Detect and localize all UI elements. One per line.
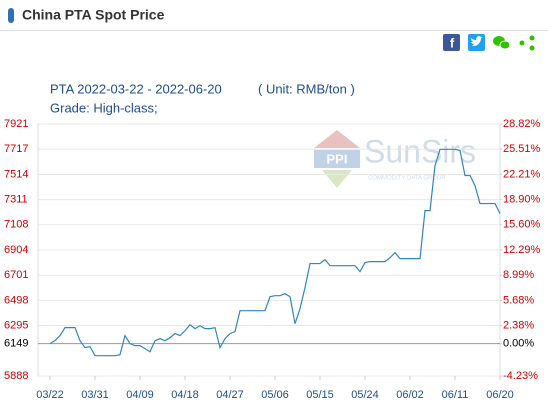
price-line — [49, 148, 501, 357]
x-tick-label: 05/15 — [306, 389, 334, 401]
y2-tick-label: 2.38% — [503, 320, 534, 332]
share-dot — [529, 35, 535, 41]
x-tick-label: 05/24 — [351, 389, 379, 401]
y2-tick-label: 12.29% — [503, 244, 541, 256]
x-tick-label: 04/27 — [216, 389, 244, 401]
wechat-bubble — [499, 40, 511, 50]
y2-tick-label: 8.99% — [503, 269, 534, 281]
y-tick-label: 5888 — [4, 370, 28, 382]
y-tick-label: 6498 — [4, 294, 28, 306]
y-tick-label: 7717 — [4, 143, 28, 155]
facebook-icon[interactable] — [443, 34, 460, 51]
chart-subtitle: Grade: High-class; — [50, 100, 158, 115]
y2-tick-label: -4.23% — [503, 370, 538, 382]
watermark-box — [314, 150, 360, 168]
y2-tick-label: 25.51% — [503, 143, 541, 155]
x-tick-label: 04/09 — [126, 389, 154, 401]
y2-tick-label: 18.90% — [503, 194, 541, 206]
watermark-brand: SunSirs — [364, 133, 476, 169]
y2-tick-label: 15.60% — [503, 219, 541, 231]
share-icons[interactable]: f — [443, 34, 537, 51]
chart-title: PTA 2022-03-22 - 2022-06-20 — [50, 81, 222, 96]
watermark-tagline: COMMODITY DATA GROUP — [368, 176, 445, 182]
y2-tick-label: 0.00% — [503, 338, 534, 350]
share-dot — [529, 45, 535, 51]
watermark-roof — [314, 130, 360, 148]
facebook-glyph: f — [450, 35, 455, 50]
y-tick-label: 6149 — [4, 338, 28, 350]
y2-tick-label: 22.21% — [503, 168, 541, 180]
y-tick-label: 7311 — [4, 194, 28, 206]
y2-tick-label: 5.68% — [503, 294, 534, 306]
x-tick-label: 04/18 — [171, 389, 199, 401]
y2-tick-label: 28.82% — [503, 118, 541, 130]
y-tick-label: 6295 — [4, 319, 28, 331]
x-tick-label: 06/11 — [442, 389, 469, 401]
x-tick-label: 06/02 — [396, 389, 424, 401]
header-icon — [8, 8, 14, 23]
x-tick-label: 03/22 — [36, 389, 64, 401]
watermark-logo: PPI — [327, 151, 348, 166]
y-tick-label: 7514 — [4, 168, 28, 180]
y-tick-label: 6904 — [4, 244, 28, 256]
share-dot — [519, 40, 525, 46]
y-tick-label: 7108 — [4, 219, 28, 231]
chart-unit: ( Unit: RMB/ton ) — [258, 81, 355, 96]
x-tick-label: 06/20 — [486, 389, 514, 401]
twitter-glyph — [471, 36, 483, 47]
x-tick-label: 05/06 — [261, 389, 289, 401]
y-tick-label: 7921 — [4, 118, 28, 130]
watermark-base — [322, 170, 352, 188]
x-tick-label: 03/31 — [81, 389, 109, 401]
watermark: PPI SunSirs COMMODITY DATA GROUP — [314, 130, 476, 188]
header-title: China PTA Spot Price — [22, 7, 165, 23]
y-tick-label: 6701 — [4, 269, 28, 281]
